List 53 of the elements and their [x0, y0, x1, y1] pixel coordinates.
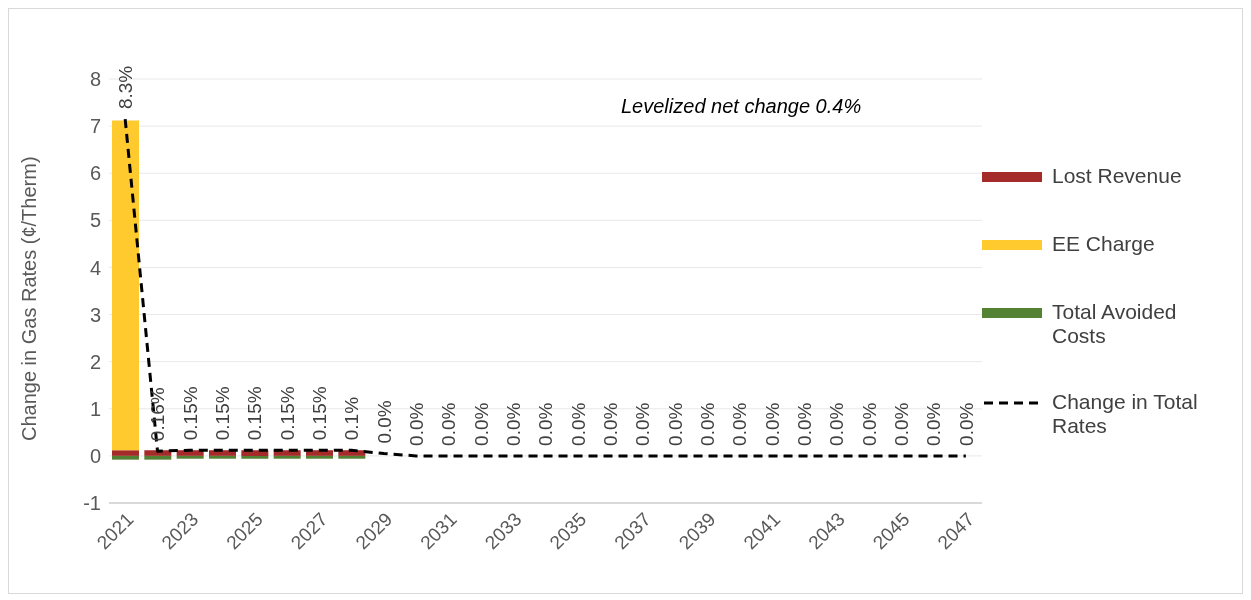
annotation: 0.0% [923, 402, 945, 446]
annotation: 0.0% [470, 402, 492, 446]
annotation: 0.15% [179, 386, 201, 441]
bar [241, 455, 269, 459]
annotation: 0.0% [664, 402, 686, 446]
legend-label: Change in Total Rates [1052, 390, 1199, 438]
legend-label: EE Charge [1052, 232, 1156, 256]
bar [144, 455, 172, 460]
bar [338, 455, 366, 459]
annotation: 0.0% [729, 402, 751, 446]
annotation: 0.15% [244, 386, 266, 441]
annotation: 0.0% [438, 402, 460, 446]
annotation: 0.0% [600, 402, 622, 446]
bar [306, 455, 333, 459]
y-tick-label: 5 [89, 209, 101, 232]
annotation: 0.0% [858, 402, 880, 446]
y-tick-label: 6 [89, 162, 101, 185]
bar [112, 120, 139, 451]
annotation: 0.0% [373, 400, 395, 444]
annotation: 0.0% [567, 402, 589, 446]
bar [273, 455, 301, 459]
legend-label: Total Avoided Costs [1052, 300, 1178, 348]
annotation: 0.0% [955, 402, 977, 446]
legend-label: Lost Revenue [1052, 164, 1183, 188]
bar [176, 455, 204, 459]
annotation: 0.0% [697, 402, 719, 446]
annotation: 0.0% [891, 402, 913, 446]
y-tick-label: 0 [89, 444, 101, 467]
annotation: 0.15% [276, 386, 298, 441]
annotation: 0.0% [761, 402, 783, 446]
y-tick-label: 8 [89, 68, 101, 91]
bar [209, 455, 236, 459]
annotation: 0.0% [826, 402, 848, 446]
bar [112, 450, 139, 456]
annotation: 0.1% [341, 396, 363, 441]
annotation: 0.15% [309, 386, 331, 441]
annotation: 8.3% [115, 65, 137, 110]
annotation: 0.0% [406, 402, 428, 446]
annotation: 0.0% [535, 402, 557, 446]
y-tick-label: 7 [89, 115, 101, 138]
annotation: 0.0% [794, 402, 816, 446]
y-axis-title: Change in Gas Rates (¢/Therm) [18, 156, 41, 441]
y-tick-label: 3 [89, 303, 101, 326]
annotation: 0.16% [147, 387, 169, 442]
bar [112, 455, 139, 460]
y-tick-label: 4 [89, 256, 101, 279]
y-tick-label: 1 [89, 397, 101, 420]
annotation: 0.0% [503, 402, 525, 446]
y-tick-label: -1 [83, 492, 101, 515]
annotation: 0.15% [212, 386, 234, 441]
annotation: 0.0% [632, 402, 654, 446]
y-tick-label: 2 [89, 350, 101, 373]
annotation: Levelized net change 0.4% [621, 95, 862, 118]
